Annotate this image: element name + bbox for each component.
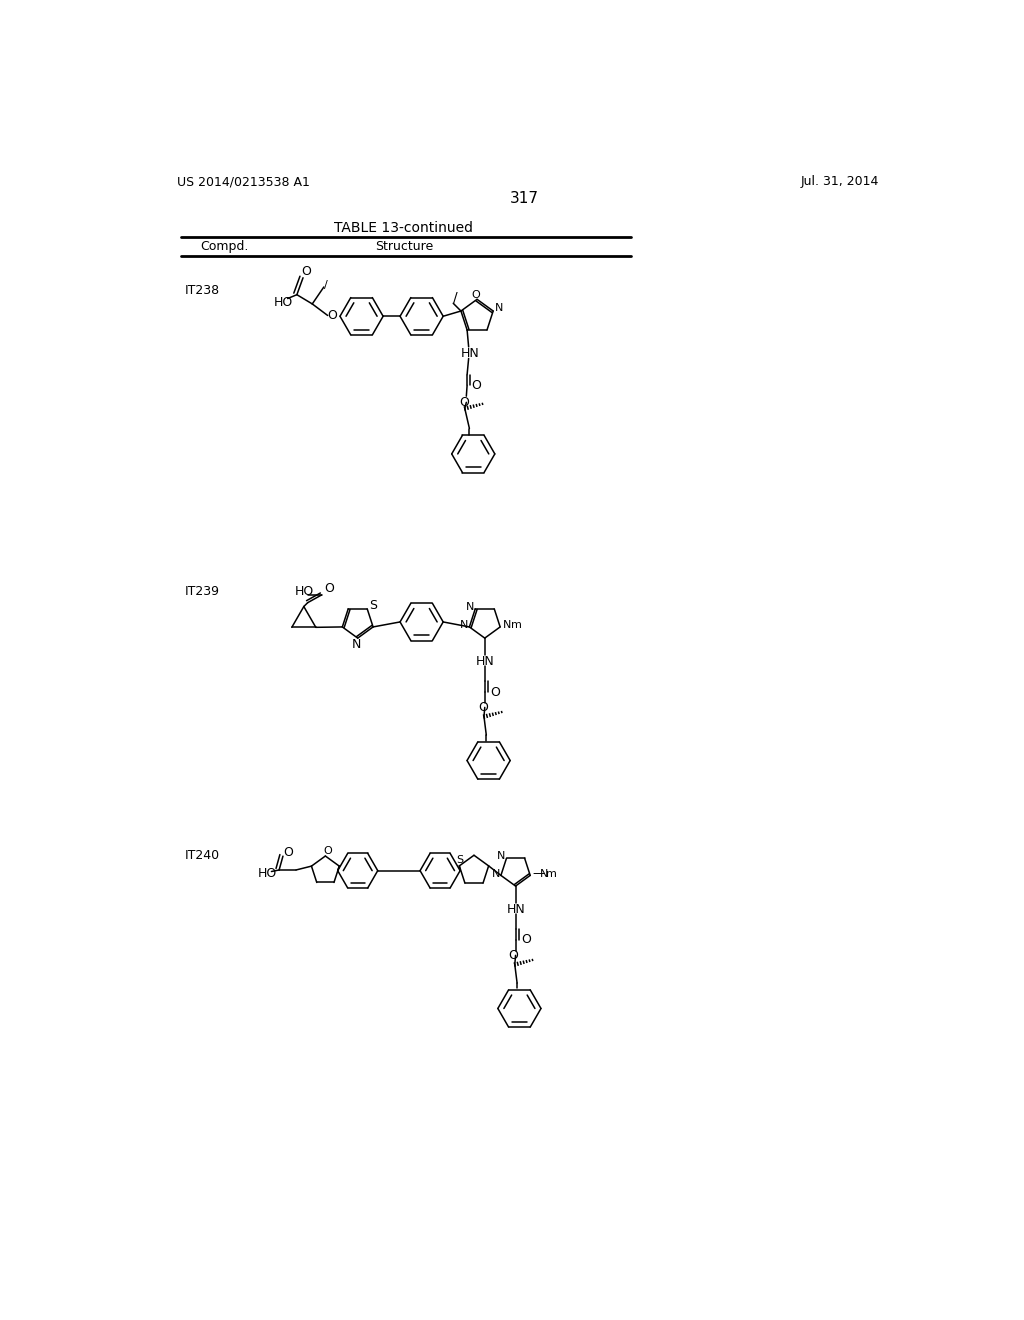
Text: IT240: IT240 <box>184 849 219 862</box>
Text: O: O <box>509 949 518 962</box>
Text: HO: HO <box>258 867 276 880</box>
Text: N: N <box>492 869 500 879</box>
Text: Compd.: Compd. <box>200 240 248 253</box>
Text: m: m <box>546 869 556 879</box>
Text: HO: HO <box>295 585 313 598</box>
Text: O: O <box>328 309 338 322</box>
Text: N: N <box>460 620 469 631</box>
Text: HN: HN <box>506 903 525 916</box>
Text: S: S <box>457 855 464 865</box>
Text: O: O <box>472 379 481 392</box>
Text: N: N <box>540 869 548 879</box>
Text: N: N <box>466 602 474 611</box>
Text: HN: HN <box>475 655 495 668</box>
Text: O: O <box>490 685 500 698</box>
Text: —: — <box>532 867 545 880</box>
Text: /: / <box>324 280 328 290</box>
Text: HN: HN <box>461 347 479 359</box>
Text: Jul. 31, 2014: Jul. 31, 2014 <box>801 176 879 187</box>
Text: N: N <box>351 638 360 651</box>
Text: O: O <box>478 701 487 714</box>
Text: S: S <box>369 598 377 611</box>
Text: O: O <box>324 582 334 595</box>
Text: TABLE 13-continued: TABLE 13-continued <box>335 220 473 235</box>
Text: O: O <box>521 933 530 946</box>
Text: m: m <box>511 619 522 630</box>
Text: O: O <box>301 265 311 279</box>
Text: O: O <box>460 396 469 409</box>
Text: N: N <box>495 302 503 313</box>
Text: Structure: Structure <box>375 240 433 253</box>
Text: US 2014/0213538 A1: US 2014/0213538 A1 <box>177 176 309 187</box>
Text: O: O <box>471 290 479 301</box>
Text: IT239: IT239 <box>184 585 219 598</box>
Text: /: / <box>454 290 458 304</box>
Text: HO: HO <box>273 296 293 309</box>
Text: O: O <box>283 846 293 859</box>
Text: N: N <box>498 851 506 861</box>
Text: IT238: IT238 <box>184 284 219 297</box>
Text: 317: 317 <box>510 191 540 206</box>
Text: N: N <box>503 619 511 630</box>
Text: O: O <box>323 846 332 855</box>
